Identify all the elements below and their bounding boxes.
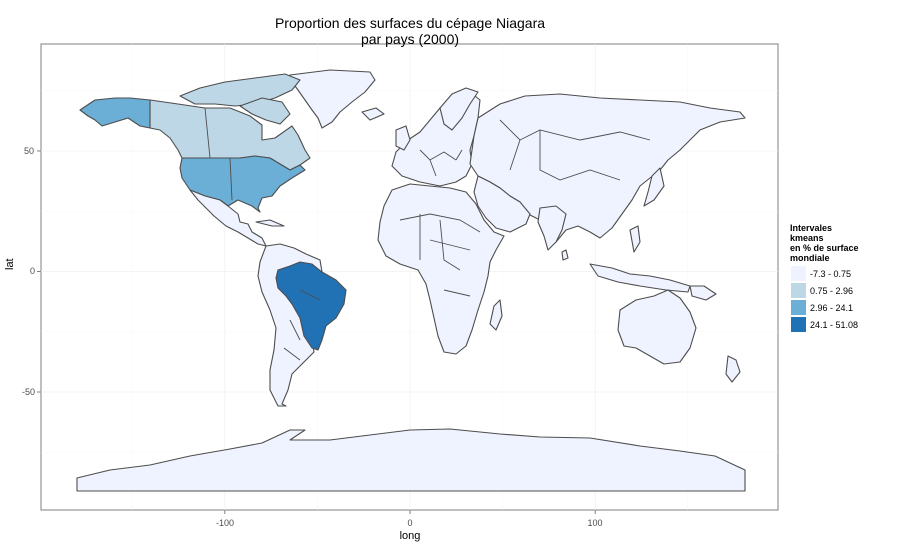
country-alaska [79,97,151,129]
country-brazil [275,261,347,351]
country-new-zealand [725,355,741,383]
legend-item: -7.3 - 0.75 [790,265,898,282]
legend-swatch [790,299,807,316]
country-cuba [255,219,285,227]
x-tick-label: -100 [215,518,234,528]
country-greenland [289,69,376,129]
legend-title-line: en % de surface [790,243,859,253]
country-indonesia [589,263,691,293]
country-scandinavia [439,87,479,131]
legend-label: 2.96 - 24.1 [810,302,854,313]
legend-title-line: kmeans [790,233,824,243]
country-india [537,205,567,251]
country-philippines [629,225,641,253]
legend-title-line: Intervales [790,223,833,233]
legend-label: -7.3 - 0.75 [810,268,852,279]
country-baffin [239,97,291,125]
y-axis-title: lat [4,258,16,270]
legend-item: 0.75 - 2.96 [790,282,898,299]
legend-swatch [790,265,807,282]
country-uk [395,125,411,151]
country-canada [149,99,311,171]
country-antarctica [76,428,746,492]
axis-ticks [37,150,596,514]
country-png [689,285,717,301]
y-tick-label: 0 [30,266,36,276]
y-tick-label: -50 [22,387,36,397]
country-sri-lanka [561,249,569,261]
legend-title-line: mondiale [790,253,830,263]
legend-label: 24.1 - 51.08 [810,319,859,330]
country-japan [643,167,665,207]
country-iceland [361,107,385,121]
legend-label: 0.75 - 2.96 [810,285,854,296]
country-africa [377,183,505,355]
legend: Intervales kmeans en % de surface mondia… [790,223,898,333]
chart-subtitle: par pays (2000) [360,31,460,47]
legend-swatch [790,282,807,299]
countries [76,69,746,492]
country-middle-east [473,175,531,233]
chart-title: Proportion des surfaces du cépage Niagar… [274,15,546,31]
country-canada-islands [179,73,301,107]
legend-item: 24.1 - 51.08 [790,316,898,333]
country-borders [204,107,651,361]
country-australia [617,289,697,365]
x-tick-label: 100 [587,518,603,528]
x-tick-label: 0 [407,518,413,528]
legend-swatch [790,316,807,333]
legend-item: 2.96 - 24.1 [790,299,898,316]
country-south-america [257,243,323,407]
x-axis-title: long [399,530,421,542]
country-madagascar [489,299,503,331]
country-mexico [189,189,267,247]
y-tick-label: 50 [24,146,35,156]
gridlines [41,44,778,510]
